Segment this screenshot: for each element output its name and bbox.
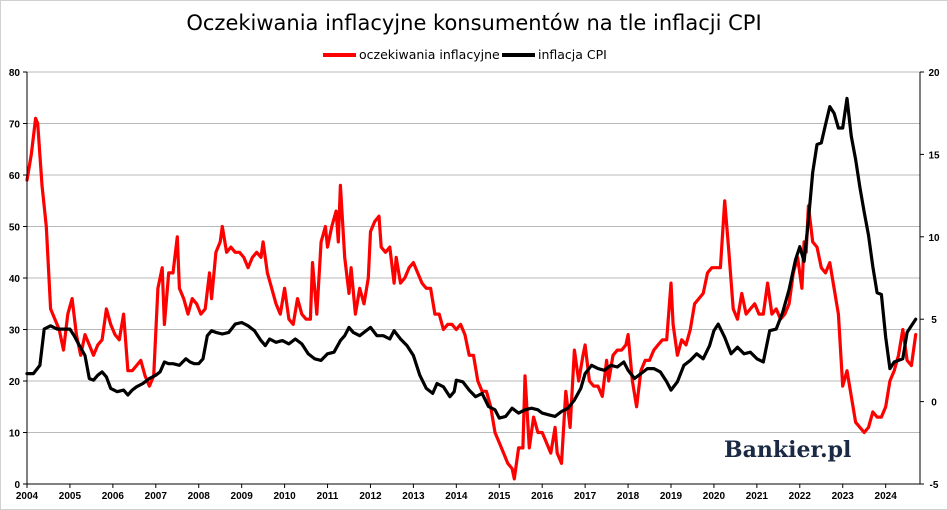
x-tick-label: 2012 <box>359 491 382 502</box>
x-tick-label: 2009 <box>231 491 254 502</box>
left-tick-label: 40 <box>9 274 21 285</box>
left-tick-label: 70 <box>9 120 21 131</box>
x-tick-label: 2024 <box>875 491 898 502</box>
watermark-backdrop <box>700 433 912 473</box>
x-tick-label: 2011 <box>317 491 339 502</box>
legend: oczekiwania inflacyjne inflacja CPI <box>323 47 607 62</box>
x-tick-label: 2023 <box>832 491 855 502</box>
left-tick-label: 30 <box>9 326 21 337</box>
x-tick-label: 2006 <box>102 491 125 502</box>
left-tick-label: 80 <box>9 68 21 79</box>
legend-label-cpi: inflacja CPI <box>538 47 607 62</box>
x-tick-label: 2018 <box>617 491 640 502</box>
legend-label-expectations: oczekiwania inflacyjne <box>359 47 500 62</box>
x-tick-label: 2008 <box>188 491 211 502</box>
x-tick-label: 2017 <box>574 491 597 502</box>
right-tick-label: 10 <box>928 233 940 244</box>
chart-title: Oczekiwania inflacyjne konsumentów na tl… <box>186 11 761 35</box>
left-tick-label: 0 <box>14 480 20 491</box>
right-tick-label: 0 <box>931 398 937 409</box>
x-tick-label: 2021 <box>746 491 769 502</box>
plot-area <box>25 96 918 481</box>
x-tick-label: 2016 <box>531 491 554 502</box>
x-tick-label: 2022 <box>789 491 812 502</box>
x-tick-label: 2007 <box>145 491 168 502</box>
right-tick-label: 20 <box>928 68 940 79</box>
x-tick-label: 2013 <box>402 491 425 502</box>
left-tick-label: 60 <box>9 171 21 182</box>
x-tick-label: 2020 <box>703 491 726 502</box>
left-tick-label: 10 <box>9 429 21 440</box>
watermark-logo: Bankier.pl <box>724 437 851 463</box>
left-tick-label: 50 <box>9 223 21 234</box>
series-line-expectations <box>25 116 918 481</box>
series-line-cpi <box>25 96 918 420</box>
right-tick-label: 5 <box>931 315 937 326</box>
x-tick-label: 2005 <box>59 491 82 502</box>
gridlines <box>27 71 920 433</box>
x-tick-label: 2010 <box>273 491 296 502</box>
right-tick-label: -5 <box>930 480 939 491</box>
right-tick-label: 15 <box>928 150 940 161</box>
left-tick-label: 20 <box>9 377 21 388</box>
x-tick-label: 2019 <box>660 491 683 502</box>
axes: 0 10 20 30 40 50 60 70 80 -5 0 5 10 15 20 2004 2005 2006 2… <box>9 68 940 502</box>
x-tick-label: 2004 <box>16 491 39 502</box>
x-tick-label: 2014 <box>445 491 468 502</box>
x-tick-label: 2015 <box>488 491 511 502</box>
